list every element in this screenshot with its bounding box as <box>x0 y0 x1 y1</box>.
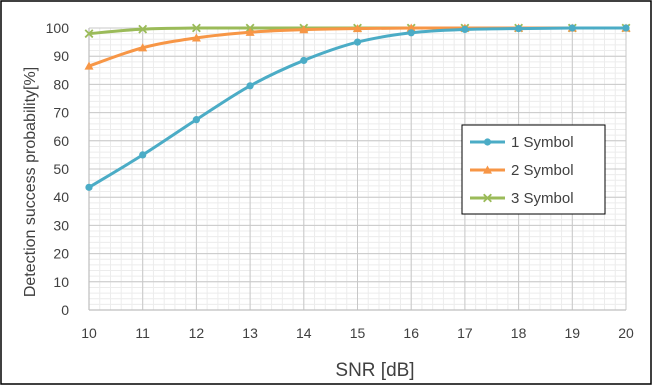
legend-items: 1 Symbol 2 Symbol 3 Symbol <box>470 134 574 207</box>
legend-label: 3 Symbol <box>511 190 574 207</box>
data-point-marker <box>191 33 201 42</box>
data-point-marker <box>483 138 492 146</box>
data-point-marker <box>300 56 308 65</box>
data-point-marker <box>138 24 148 34</box>
data-point-marker <box>568 24 576 32</box>
x-tick-label: 16 <box>403 325 419 341</box>
axis-layer <box>88 28 626 311</box>
data-point-marker <box>246 82 254 90</box>
data-point-marker <box>138 43 148 52</box>
x-axis-title: SNR [dB] <box>335 360 414 381</box>
x-tick-label: 20 <box>618 325 634 341</box>
series-layer <box>84 23 631 191</box>
data-point-marker <box>139 151 147 159</box>
y-tick-label: 40 <box>53 189 69 205</box>
data-point-marker <box>353 24 362 33</box>
legend-label: 2 Symbol <box>511 162 574 179</box>
y-axis-title: Detection success probability[%] <box>22 67 39 297</box>
y-tick-label: 0 <box>61 302 69 318</box>
data-point-marker <box>483 193 492 203</box>
data-point-marker <box>407 29 415 37</box>
y-tick-label: 80 <box>53 76 69 92</box>
y-tick-label: 10 <box>53 274 69 290</box>
x-tick-label: 19 <box>565 325 581 341</box>
x-tick-label: 15 <box>350 325 366 341</box>
data-point-marker <box>299 25 309 34</box>
x-tick-label: 11 <box>135 325 150 341</box>
data-point-marker <box>483 165 492 174</box>
y-tick-label: 20 <box>53 246 69 262</box>
legend-item: 1 Symbol <box>470 134 574 151</box>
tick-label-layer: 10 11 12 13 14 15 16 17 18 19 20 0 10 20 30 40 50 60 70 80 9… <box>46 20 634 341</box>
data-point-marker <box>461 25 469 34</box>
y-tick-label: 90 <box>53 48 69 64</box>
x-tick-label: 17 <box>457 325 473 341</box>
data-point-marker <box>515 24 523 33</box>
data-point-marker <box>84 61 94 70</box>
data-point-marker <box>622 24 630 32</box>
x-tick-label: 14 <box>296 325 312 341</box>
y-tick-label: 30 <box>53 217 69 233</box>
y-tick-label: 50 <box>53 161 69 177</box>
x-tick-label: 13 <box>242 325 258 341</box>
y-tick-label: 100 <box>46 20 70 36</box>
legend-item: 2 Symbol <box>470 162 574 179</box>
data-point-marker <box>84 29 94 39</box>
data-point-marker <box>192 116 200 124</box>
x-tick-label: 10 <box>81 325 97 341</box>
legend: 1 Symbol 2 Symbol 3 Symbol <box>461 124 606 215</box>
data-point-marker <box>191 23 201 33</box>
data-point-marker <box>406 23 416 32</box>
data-point-marker <box>245 27 255 36</box>
data-point-marker <box>85 183 93 191</box>
x-tick-label: 12 <box>189 325 205 341</box>
series-group <box>85 24 630 191</box>
legend-label: 1 Symbol <box>511 134 574 151</box>
legend-item: 3 Symbol <box>470 190 574 207</box>
x-tick-label: 18 <box>511 325 527 341</box>
data-point-marker <box>353 38 362 46</box>
y-tick-label: 70 <box>53 105 69 121</box>
y-tick-label: 60 <box>53 133 69 149</box>
